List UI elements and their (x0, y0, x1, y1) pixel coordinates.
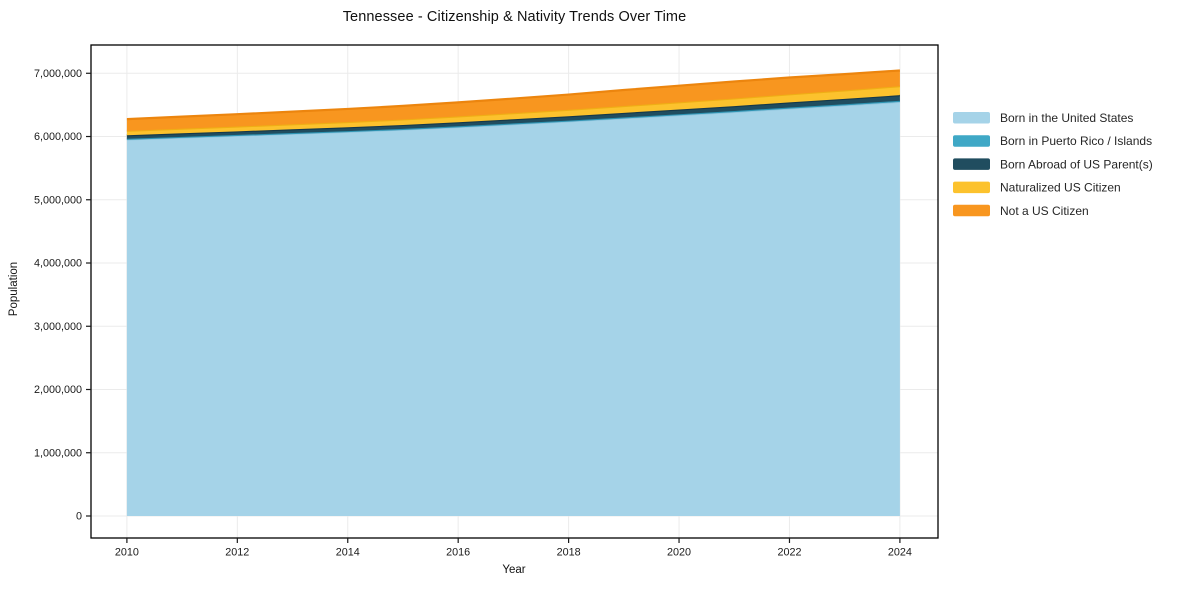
x-tick-label: 2012 (225, 547, 249, 559)
legend-label-born-abroad-of-us-parent-s: Born Abroad of US Parent(s) (1000, 157, 1153, 171)
legend-label-not-a-us-citizen: Not a US Citizen (1000, 204, 1089, 218)
legend-swatch-born-in-puerto-rico-islands (953, 135, 990, 147)
area-edge-not-a-us-citizen (126, 69, 900, 121)
area-not-a-us-citizen (126, 70, 900, 131)
legend-label-born-in-the-united-states: Born in the United States (1000, 111, 1133, 125)
area-born-abroad-of-us-parent-s (126, 95, 900, 139)
y-tick-label: 4,000,000 (34, 258, 82, 270)
area-born-in-the-united-states (126, 101, 900, 516)
plot-border (90, 44, 939, 539)
legend-swatch-born-in-the-united-states (953, 112, 990, 124)
x-tick-label: 2022 (777, 547, 801, 559)
y-tick-label: 5,000,000 (34, 194, 82, 206)
y-tick-label: 1,000,000 (34, 447, 82, 459)
legend-swatch-not-a-us-citizen (953, 204, 990, 217)
y-tick-label: 6,000,000 (34, 131, 82, 143)
legend-swatch-naturalized-us-citizen (953, 181, 990, 194)
x-tick-label: 2014 (336, 547, 360, 559)
y-tick-label: 2,000,000 (34, 384, 82, 396)
legend-label-naturalized-us-citizen: Naturalized US Citizen (1000, 181, 1121, 195)
y-tick-label: 7,000,000 (34, 68, 82, 80)
x-tick-label: 2020 (667, 547, 691, 559)
x-tick-label: 2016 (446, 547, 470, 559)
y-tick-label: 0 (76, 511, 82, 523)
x-tick-label: 2024 (888, 547, 912, 559)
legend-swatch-born-abroad-of-us-parent-s (953, 158, 990, 170)
legend-label-born-in-puerto-rico-islands: Born in Puerto Rico / Islands (1000, 134, 1152, 148)
x-tick-label: 2010 (115, 547, 139, 559)
x-axis-label: Year (502, 564, 526, 576)
x-tick-label: 2018 (557, 547, 581, 559)
area-naturalized-us-citizen (126, 86, 900, 136)
chart-title: Tennessee - Citizenship & Nativity Trend… (342, 9, 687, 25)
y-tick-label: 3,000,000 (34, 321, 82, 333)
